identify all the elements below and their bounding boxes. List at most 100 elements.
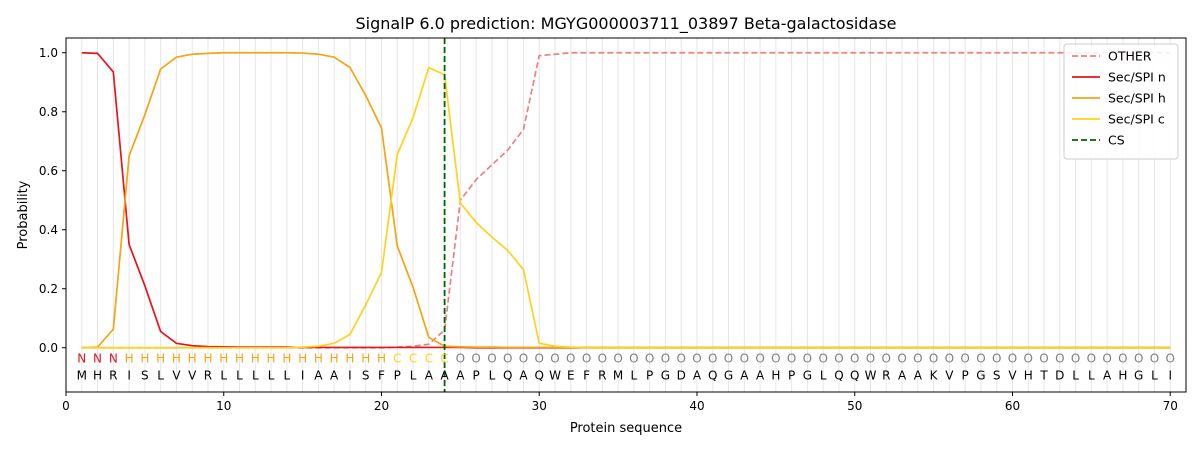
region-label: H — [156, 352, 165, 366]
region-label: O — [1039, 352, 1048, 366]
region-label: H — [298, 352, 307, 366]
residue-label: H — [1024, 368, 1033, 382]
residue-label: Q — [708, 368, 717, 382]
region-label: O — [945, 352, 954, 366]
region-label: O — [645, 352, 654, 366]
region-label: O — [613, 352, 622, 366]
region-label: C — [425, 352, 433, 366]
residue-label: Q — [535, 368, 544, 382]
residue-label: I — [1168, 368, 1172, 382]
residue-label: G — [661, 368, 670, 382]
x-tick-label: 30 — [532, 399, 547, 413]
region-label: O — [1024, 352, 1033, 366]
x-axis-label: Protein sequence — [570, 421, 682, 436]
residue-label: G — [724, 368, 733, 382]
region-label: H — [125, 352, 134, 366]
y-tick-label: 1.0 — [39, 46, 58, 60]
region-label: O — [882, 352, 891, 366]
residue-label: Q — [834, 368, 843, 382]
region-label: H — [203, 352, 212, 366]
region-label: O — [550, 352, 559, 366]
residue-label: V — [945, 368, 954, 382]
residue-label: A — [314, 368, 323, 382]
region-label: C — [440, 352, 448, 366]
residue-label: L — [1151, 368, 1158, 382]
region-label: O — [929, 352, 938, 366]
legend-label: Sec/SPI h — [1108, 91, 1166, 106]
y-axis-label: Probability — [16, 180, 31, 249]
x-tick-label: 50 — [847, 399, 862, 413]
region-label: O — [1102, 352, 1111, 366]
region-label: N — [77, 352, 86, 366]
residue-label: L — [820, 368, 827, 382]
region-label: O — [1071, 352, 1080, 366]
y-tick-label: 0.4 — [39, 223, 58, 237]
x-tick-label: 0 — [62, 399, 70, 413]
residue-label: L — [220, 368, 227, 382]
residue-label: A — [740, 368, 749, 382]
series-line-other — [81, 51, 1171, 349]
x-tick-label: 20 — [374, 399, 389, 413]
residue-label: P — [473, 368, 480, 382]
legend-frame — [1063, 43, 1179, 160]
region-label: O — [976, 352, 985, 366]
residue-label: A — [330, 368, 339, 382]
region-label: O — [566, 352, 575, 366]
residue-label: R — [204, 368, 212, 382]
region-label: O — [787, 352, 796, 366]
region-label: O — [629, 352, 638, 366]
region-label: N — [93, 352, 102, 366]
region-label: O — [818, 352, 827, 366]
residue-label: R — [882, 368, 890, 382]
residue-label: A — [693, 368, 702, 382]
residue-label: P — [962, 368, 969, 382]
region-label: O — [487, 352, 496, 366]
legend-label: CS — [1108, 133, 1125, 148]
residue-label: R — [109, 368, 117, 382]
legend: OTHER Sec/SPI n Sec/SPI h Sec/SPI c CS — [1063, 43, 1179, 160]
region-label: O — [771, 352, 780, 366]
residue-label: M — [613, 368, 623, 382]
series-layer — [81, 38, 1171, 392]
residue-label: A — [519, 368, 528, 382]
region-label: O — [598, 352, 607, 366]
region-label: O — [897, 352, 906, 366]
residue-label: A — [456, 368, 465, 382]
region-label: O — [1118, 352, 1127, 366]
residue-label: S — [993, 368, 1001, 382]
legend-label: Sec/SPI c — [1108, 112, 1165, 127]
region-label: H — [330, 352, 339, 366]
region-label: O — [803, 352, 812, 366]
residue-label: L — [236, 368, 243, 382]
y-tick-label: 0.2 — [39, 282, 58, 296]
residue-label: L — [1072, 368, 1079, 382]
region-label: H — [251, 352, 260, 366]
y-tick-label: 0.0 — [39, 341, 58, 355]
plot-frame — [65, 37, 1187, 393]
region-label: O — [834, 352, 843, 366]
residue-label: H — [1118, 368, 1127, 382]
chart-title: SignalP 6.0 prediction: MGYG000003711_03… — [355, 14, 896, 34]
region-label: H — [377, 352, 386, 366]
residue-label: Q — [850, 368, 859, 382]
residue-label: Q — [503, 368, 512, 382]
region-label: O — [456, 352, 465, 366]
residue-label: A — [756, 368, 765, 382]
residue-label: R — [598, 368, 606, 382]
grid-layer — [81, 38, 1171, 392]
residue-label: I — [348, 368, 352, 382]
residue-label: V — [172, 368, 181, 382]
region-label: H — [361, 352, 370, 366]
residue-label: H — [93, 368, 102, 382]
residue-label: E — [567, 368, 575, 382]
residue-label: A — [440, 368, 449, 382]
region-label: O — [866, 352, 875, 366]
region-label: O — [1165, 352, 1174, 366]
region-label: H — [140, 352, 149, 366]
residue-label: F — [583, 368, 590, 382]
region-label: O — [503, 352, 512, 366]
region-label: H — [267, 352, 276, 366]
residue-label: D — [677, 368, 686, 382]
